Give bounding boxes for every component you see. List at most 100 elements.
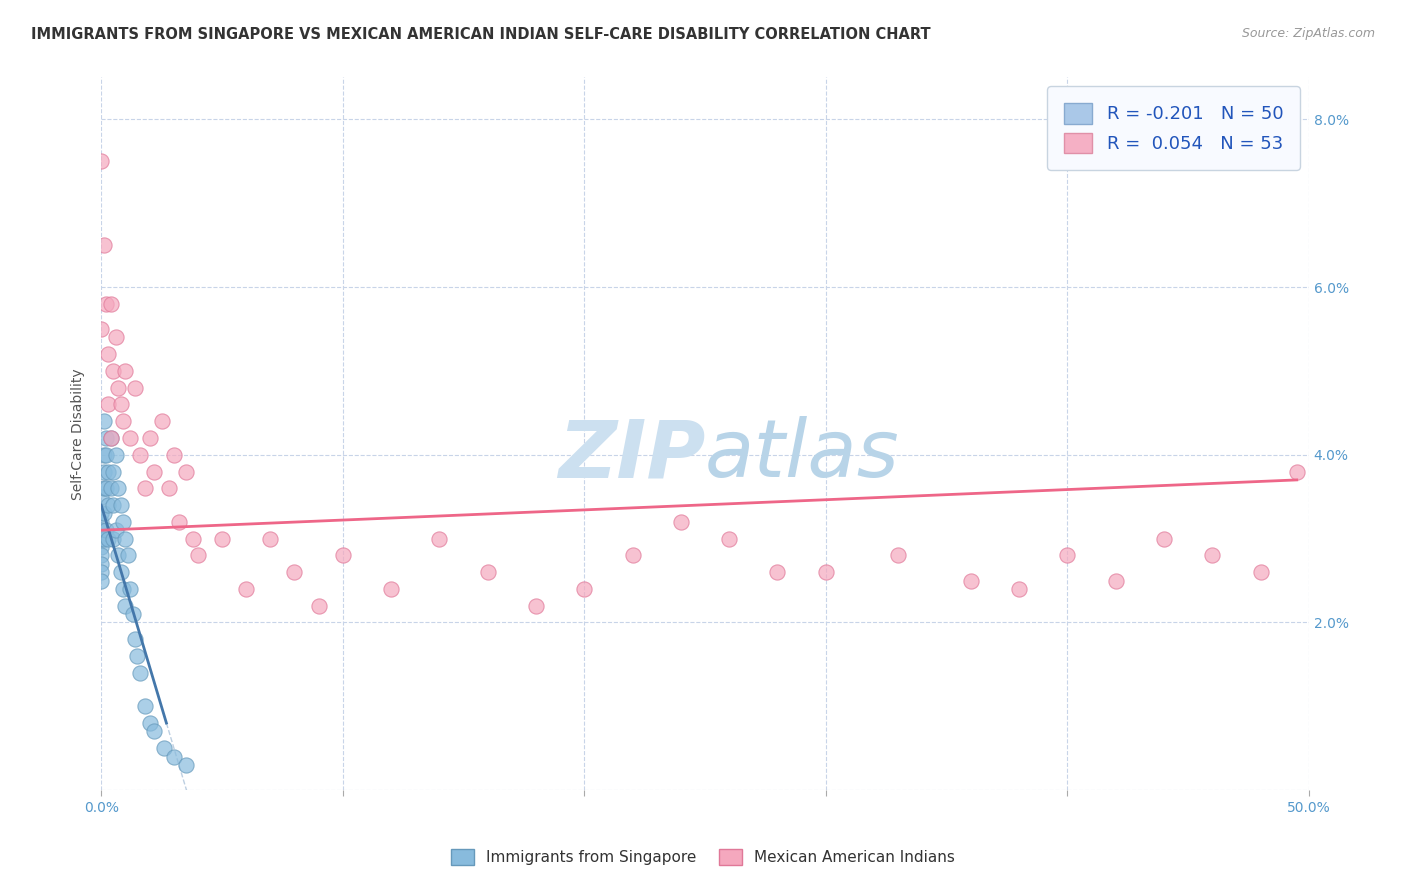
Point bbox=[90, 565, 112, 579]
Point bbox=[104, 330, 127, 344]
Point bbox=[90, 574, 112, 588]
Point bbox=[153, 741, 176, 756]
Point bbox=[94, 523, 117, 537]
Point bbox=[163, 448, 186, 462]
Point bbox=[120, 582, 142, 596]
Point bbox=[107, 381, 129, 395]
Point bbox=[621, 549, 644, 563]
Point bbox=[103, 364, 125, 378]
Point bbox=[97, 347, 120, 361]
Point bbox=[103, 465, 125, 479]
Point bbox=[94, 431, 117, 445]
Point bbox=[128, 448, 150, 462]
Y-axis label: Self-Care Disability: Self-Care Disability bbox=[72, 368, 86, 500]
Point bbox=[187, 549, 209, 563]
Point bbox=[669, 515, 692, 529]
Point bbox=[104, 448, 127, 462]
Point bbox=[93, 465, 115, 479]
Point bbox=[110, 498, 132, 512]
Point bbox=[814, 565, 837, 579]
Point bbox=[134, 481, 156, 495]
Point bbox=[259, 532, 281, 546]
Point bbox=[94, 481, 117, 495]
Point bbox=[97, 465, 120, 479]
Point bbox=[90, 322, 112, 336]
Point bbox=[524, 599, 547, 613]
Point bbox=[97, 397, 120, 411]
Point bbox=[211, 532, 233, 546]
Legend: R = -0.201   N = 50, R =  0.054   N = 53: R = -0.201 N = 50, R = 0.054 N = 53 bbox=[1047, 87, 1299, 169]
Point bbox=[308, 599, 330, 613]
Point bbox=[121, 607, 143, 621]
Point bbox=[90, 507, 112, 521]
Point bbox=[114, 599, 136, 613]
Point bbox=[111, 414, 134, 428]
Point bbox=[114, 364, 136, 378]
Point bbox=[93, 238, 115, 252]
Point bbox=[103, 532, 125, 546]
Point bbox=[959, 574, 981, 588]
Point bbox=[1285, 465, 1308, 479]
Point bbox=[477, 565, 499, 579]
Point bbox=[143, 724, 166, 739]
Point bbox=[138, 431, 160, 445]
Point bbox=[235, 582, 257, 596]
Point bbox=[1104, 574, 1126, 588]
Point bbox=[110, 565, 132, 579]
Point bbox=[90, 549, 112, 563]
Point bbox=[90, 490, 112, 504]
Text: atlas: atlas bbox=[704, 417, 900, 494]
Point bbox=[163, 749, 186, 764]
Point bbox=[718, 532, 741, 546]
Text: ZIP: ZIP bbox=[558, 417, 704, 494]
Point bbox=[1201, 549, 1223, 563]
Point bbox=[93, 481, 115, 495]
Point bbox=[127, 648, 149, 663]
Point bbox=[107, 481, 129, 495]
Point bbox=[1153, 532, 1175, 546]
Point bbox=[167, 515, 190, 529]
Point bbox=[93, 414, 115, 428]
Point bbox=[90, 515, 112, 529]
Point bbox=[283, 565, 305, 579]
Point bbox=[380, 582, 402, 596]
Point bbox=[90, 154, 112, 169]
Legend: Immigrants from Singapore, Mexican American Indians: Immigrants from Singapore, Mexican Ameri… bbox=[444, 843, 962, 871]
Point bbox=[104, 523, 127, 537]
Point bbox=[90, 557, 112, 571]
Point bbox=[1056, 549, 1078, 563]
Point bbox=[90, 540, 112, 554]
Text: Source: ZipAtlas.com: Source: ZipAtlas.com bbox=[1241, 27, 1375, 40]
Point bbox=[93, 448, 115, 462]
Point bbox=[138, 716, 160, 731]
Point bbox=[93, 507, 115, 521]
Point bbox=[97, 532, 120, 546]
Point bbox=[120, 431, 142, 445]
Point bbox=[107, 549, 129, 563]
Point bbox=[100, 431, 122, 445]
Point bbox=[174, 465, 197, 479]
Text: IMMIGRANTS FROM SINGAPORE VS MEXICAN AMERICAN INDIAN SELF-CARE DISABILITY CORREL: IMMIGRANTS FROM SINGAPORE VS MEXICAN AME… bbox=[31, 27, 931, 42]
Point bbox=[117, 549, 139, 563]
Point bbox=[157, 481, 180, 495]
Point bbox=[100, 431, 122, 445]
Point bbox=[111, 582, 134, 596]
Point bbox=[332, 549, 354, 563]
Point bbox=[124, 381, 146, 395]
Point bbox=[134, 699, 156, 714]
Point bbox=[93, 532, 115, 546]
Point bbox=[174, 758, 197, 772]
Point bbox=[1250, 565, 1272, 579]
Point bbox=[766, 565, 789, 579]
Point bbox=[90, 532, 112, 546]
Point bbox=[97, 498, 120, 512]
Point bbox=[150, 414, 173, 428]
Point bbox=[100, 297, 122, 311]
Point bbox=[181, 532, 204, 546]
Point bbox=[114, 532, 136, 546]
Point bbox=[94, 297, 117, 311]
Point bbox=[100, 481, 122, 495]
Point bbox=[574, 582, 596, 596]
Point bbox=[1008, 582, 1031, 596]
Point bbox=[427, 532, 450, 546]
